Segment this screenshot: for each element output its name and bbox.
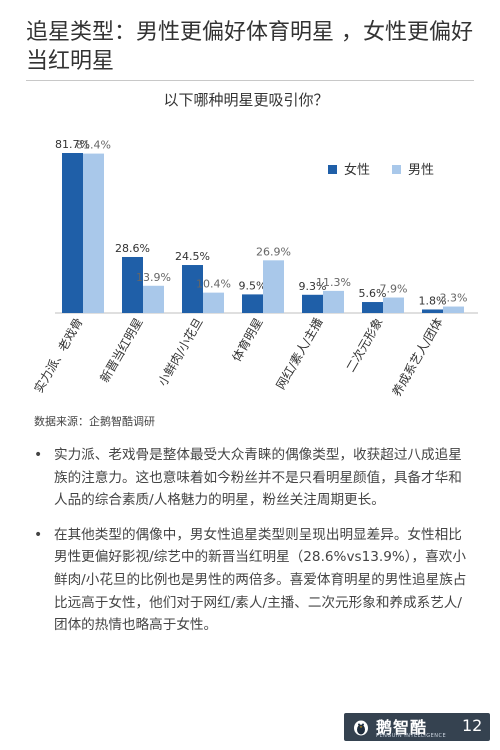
data-label: 3.3%	[440, 292, 468, 305]
bar	[122, 256, 143, 313]
data-label: 26.9%	[256, 245, 291, 258]
bar	[383, 297, 404, 313]
bar	[62, 153, 83, 313]
data-label: 1.8%	[419, 294, 447, 307]
x-tick-label: 二次元形象	[343, 316, 385, 375]
footer-banner	[344, 713, 490, 741]
x-tick-label: 实力派、老戏骨	[31, 315, 86, 395]
bullet-list: • 实力派、老戏骨是整体最受大众青睐的偶像类型，收获超过八成追星族的注意力。这也…	[30, 444, 475, 637]
chart-title: 以下哪种明星更吸引你？	[163, 91, 328, 109]
data-label: 28.6%	[115, 242, 150, 255]
title-divider	[26, 80, 474, 81]
x-tick-label: 新晋当红明星	[97, 315, 146, 385]
bar	[263, 260, 284, 313]
bullet-icon: •	[34, 447, 43, 463]
bar	[323, 290, 344, 313]
bullet-text: 在其他类型的偶像中，男女性追星类型则呈现出明显差异。女性相比男性更偏好影视/综艺…	[54, 526, 467, 634]
bullet-text: 实力派、老戏骨是整体最受大众青睐的偶像类型，收获超过八成追星族的注意力。这也意味…	[54, 447, 462, 509]
bullet-item: • 在其他类型的偶像中，男女性追星类型则呈现出明显差异。女性相比男性更偏好影视/…	[30, 524, 475, 637]
data-label: 24.5%	[175, 250, 210, 263]
footer-brand: 鹅智酷	[376, 718, 428, 737]
legend-swatch	[392, 165, 401, 174]
bar	[203, 292, 224, 313]
data-source: 数据来源：企鹅智酷调研	[34, 415, 155, 428]
data-label: 11.3%	[316, 276, 351, 289]
legend-swatch	[328, 165, 337, 174]
x-tick-label: 小鲜肉/小花旦	[155, 315, 206, 388]
x-tick-label: 体育明星	[229, 315, 266, 364]
data-label: 5.6%	[359, 287, 387, 300]
data-label: 9.5%	[239, 279, 267, 292]
data-label: 13.9%	[136, 271, 171, 284]
bar	[143, 285, 164, 313]
bar-chart: 以下哪种明星更吸引你？ 女性 男性 81.7%81.4% 实力派、老戏骨 28.6% 13.…	[31, 91, 478, 399]
legend-label: 女性	[344, 162, 370, 178]
data-label: 81.4%	[76, 139, 111, 152]
page-title: 追星类型：男性更偏好体育明星 ，女性更偏好当红明星	[26, 20, 473, 74]
penguin-logo-icon	[354, 720, 368, 736]
data-label: 10.4%	[196, 278, 231, 291]
bar	[443, 306, 464, 313]
bullet-icon: •	[34, 526, 43, 543]
bar	[242, 294, 263, 313]
bullet-item: • 实力派、老戏骨是整体最受大众青睐的偶像类型，收获超过八成追星族的注意力。这也…	[30, 444, 475, 512]
x-tick-label: 网红/素人/主播	[273, 315, 326, 392]
bar	[83, 153, 104, 313]
bar	[362, 302, 383, 313]
data-label: 7.9%	[380, 283, 408, 296]
data-label: 9.3%	[299, 280, 327, 293]
x-tick-label: 养成系艺人/团体	[389, 315, 446, 399]
bar	[182, 265, 203, 313]
footer-subtitle: PENGUIN INTELLIGENCE	[376, 733, 447, 739]
data-label: 81.7%	[55, 138, 90, 151]
legend-label: 男性	[408, 163, 434, 178]
page-number: 12	[462, 716, 483, 735]
bar	[422, 309, 443, 313]
bar	[302, 294, 323, 313]
